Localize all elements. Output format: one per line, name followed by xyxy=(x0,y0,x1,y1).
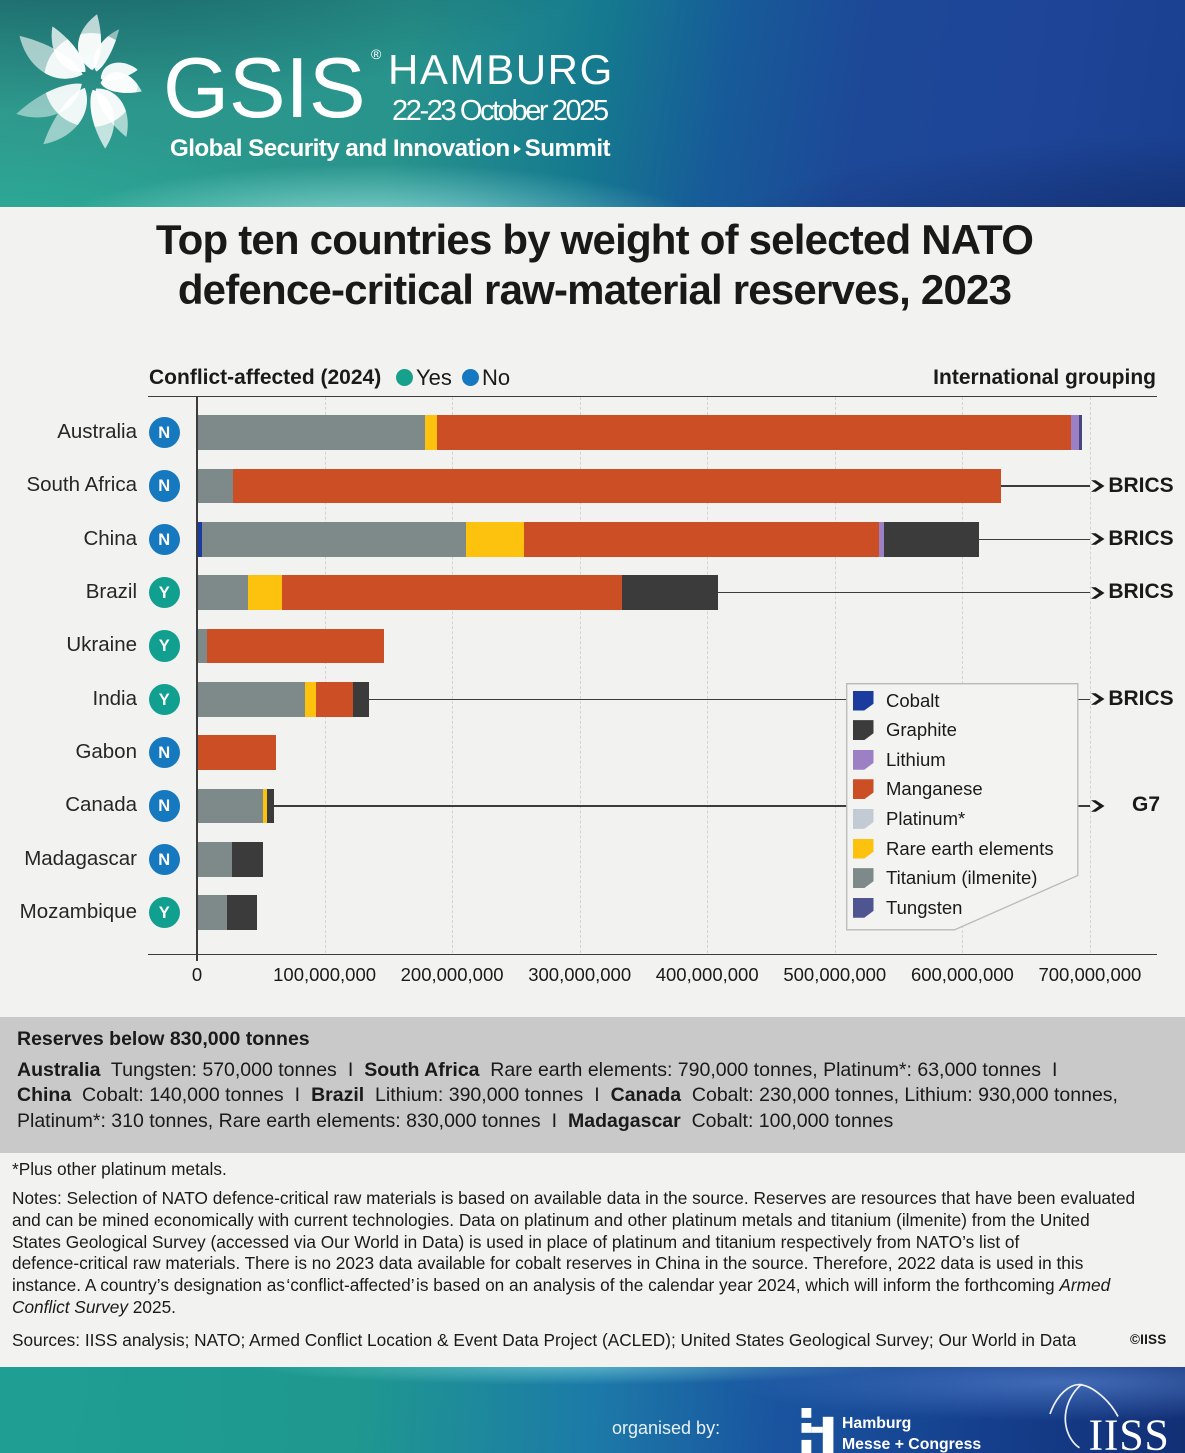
svg-text:IISS: IISS xyxy=(1089,1411,1170,1453)
